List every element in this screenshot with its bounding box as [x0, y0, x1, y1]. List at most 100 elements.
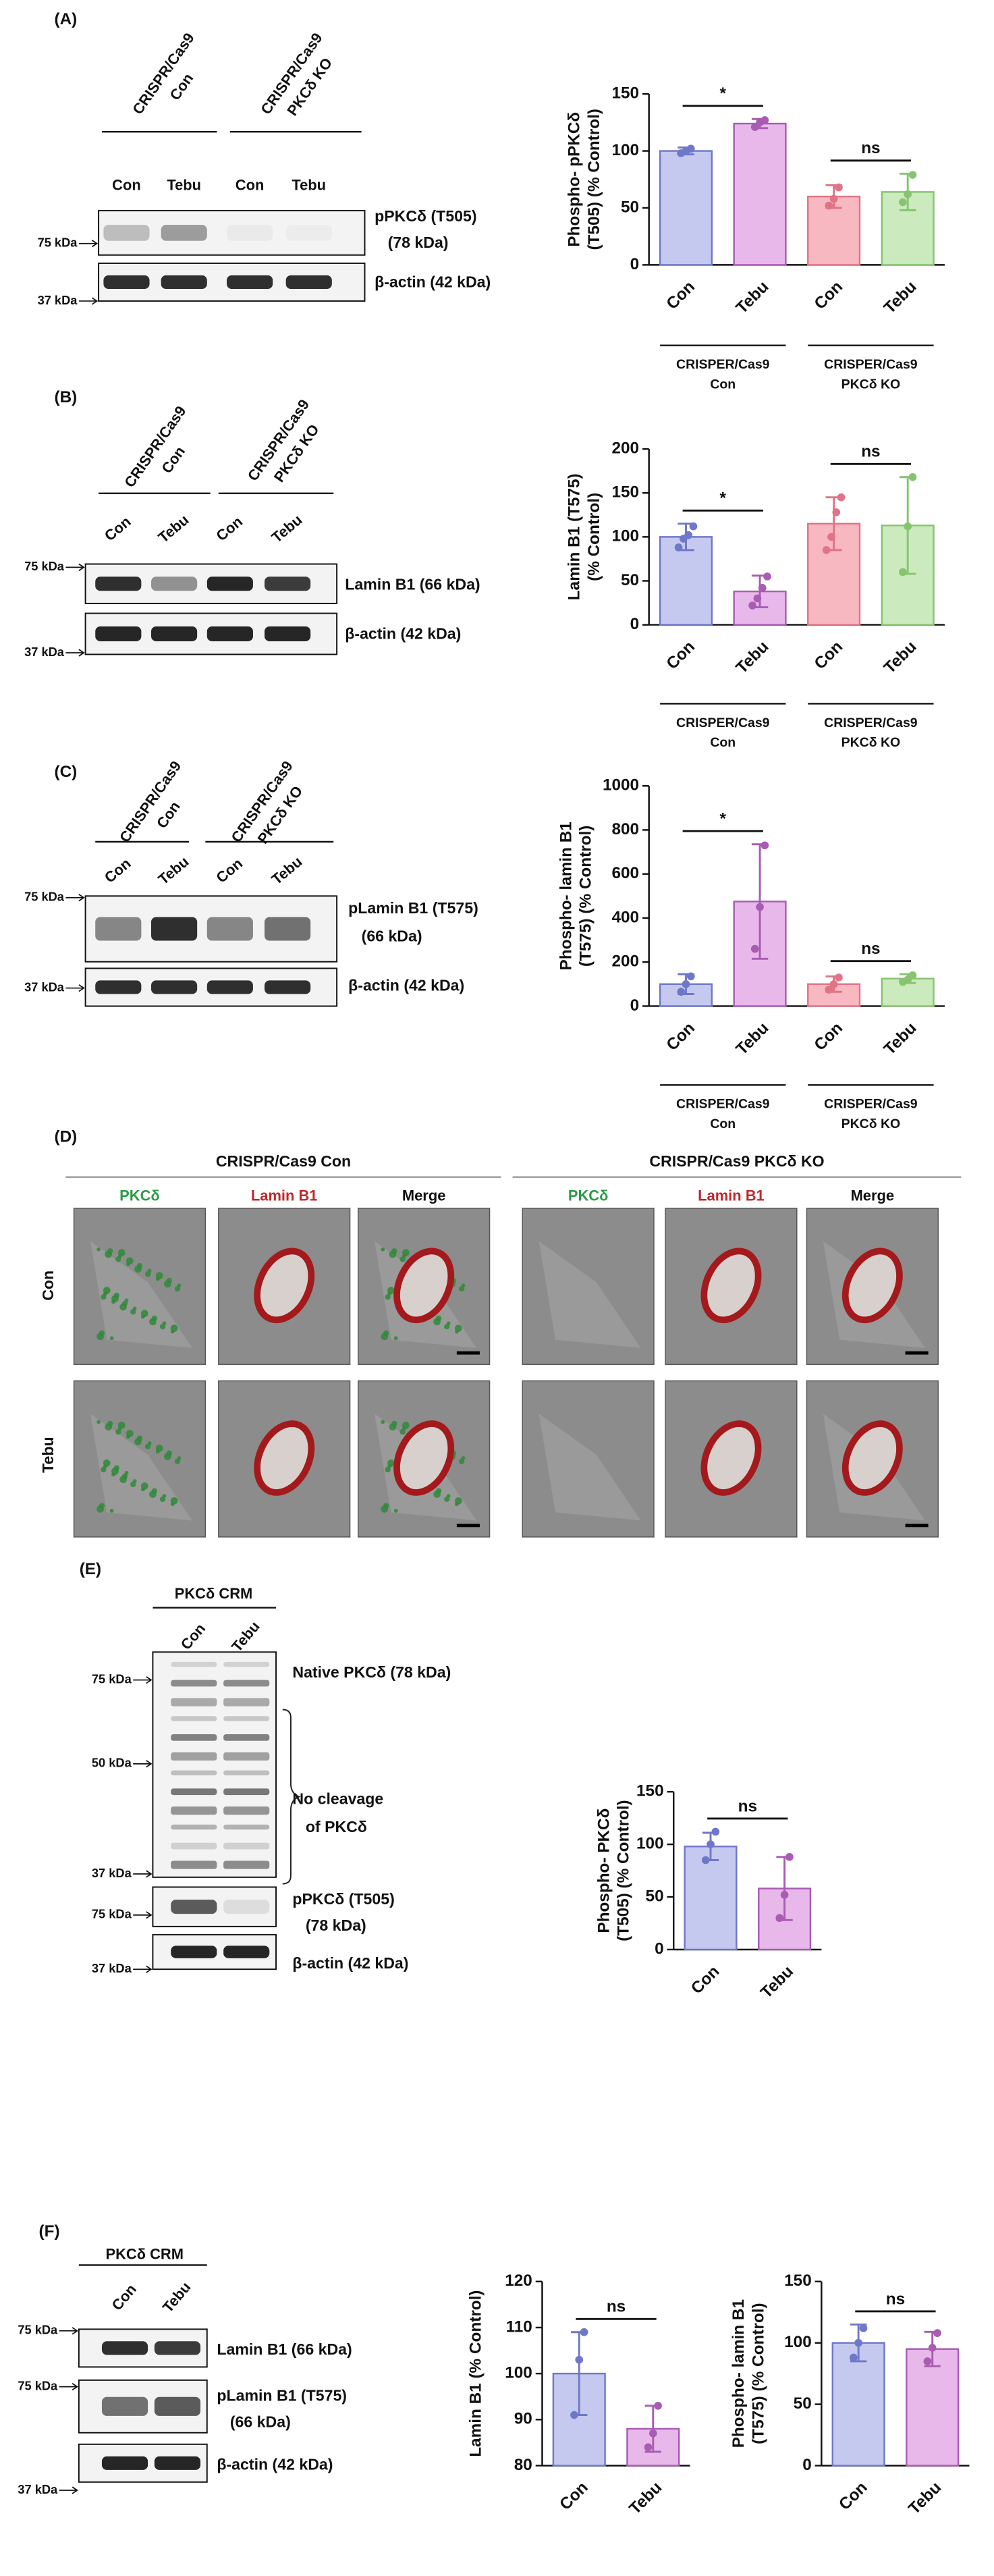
pkc-signal [113, 1292, 120, 1299]
pkc-signal [391, 1248, 397, 1254]
x-tick-label: Con [811, 1019, 847, 1054]
blot-label: (78 kDa) [306, 1916, 366, 1934]
lane-label: Tebu [167, 176, 201, 193]
pkc-signal [155, 1272, 163, 1280]
group-label: PKCδ KO [841, 1117, 901, 1131]
y-axis-label: Phospho- lamin B1 [557, 822, 575, 970]
pkc-signal [140, 1310, 148, 1318]
lane-label: Con [112, 176, 141, 193]
data-point [904, 522, 912, 531]
channel-label: Lamin B1 [251, 1187, 318, 1204]
pkc-signal [461, 1283, 466, 1288]
pkc-signal [166, 1277, 172, 1284]
lane-label: Tebu [159, 2279, 194, 2316]
band [171, 1716, 217, 1721]
nucleus [841, 1247, 903, 1324]
band [223, 1900, 270, 1914]
blot-label: of PKCδ [306, 1818, 367, 1835]
pkc-signal [461, 1456, 466, 1460]
pkc-signal [177, 1456, 182, 1460]
mw-marker: 75 kDa [92, 1672, 132, 1686]
row-label: Con [39, 1270, 57, 1301]
data-point [761, 841, 769, 850]
panel-label: (D) [54, 1128, 77, 1146]
significance-label: ns [861, 443, 880, 461]
pkc-signal [435, 1315, 442, 1322]
pkc-signal [99, 1503, 105, 1509]
group-label: CRISPER/Cas9 [824, 1097, 918, 1112]
significance-label: ns [886, 2290, 905, 2308]
y-tick-label: 50 [646, 1887, 664, 1905]
data-point [908, 971, 917, 980]
y-tick-label: 100 [612, 141, 640, 159]
panel-label: (E) [80, 1560, 101, 1578]
data-point [711, 1827, 720, 1836]
data-point [686, 144, 695, 153]
band [171, 1788, 217, 1796]
mw-marker: 37 kDa [24, 980, 65, 994]
pkc-signal [170, 1497, 178, 1505]
band [171, 1946, 217, 1958]
band [223, 1661, 270, 1667]
pkc-signal [391, 1420, 397, 1427]
data-point [825, 986, 833, 994]
y-axis-label: (T575) (% Control) [577, 826, 595, 967]
channel-label: Merge [402, 1187, 446, 1204]
data-point [677, 988, 686, 996]
data-point [899, 568, 907, 576]
channel-label: Merge [851, 1187, 895, 1204]
pkc-signal [393, 1508, 398, 1513]
data-point [829, 194, 838, 203]
band [101, 2456, 148, 2470]
data-point [835, 973, 843, 982]
group-label: Con [710, 1117, 736, 1131]
significance-label: * [720, 489, 727, 508]
mw-marker: 37 kDa [24, 645, 65, 659]
band [223, 1698, 270, 1707]
pkc-signal [107, 1420, 113, 1427]
row-label: Tebu [39, 1437, 57, 1473]
data-point [827, 533, 835, 541]
y-tick-label: 90 [514, 2410, 532, 2428]
marker-arrow [133, 1911, 153, 1919]
blot-label: Lamin B1 (66 kDa) [345, 575, 480, 593]
band [101, 2396, 148, 2416]
pkc-signal [381, 1247, 385, 1252]
data-point [580, 2328, 588, 2336]
nucleus [700, 1247, 762, 1324]
marker-arrow [59, 2327, 78, 2335]
mw-marker: 75 kDa [24, 890, 65, 904]
data-point [684, 531, 692, 539]
marker-arrow [78, 297, 99, 305]
marker-arrow [65, 563, 85, 571]
pkc-signal [126, 1257, 134, 1265]
significance-label: ns [738, 1797, 757, 1815]
pkc-signal [162, 1494, 167, 1498]
y-tick-label: 0 [630, 615, 640, 633]
data-point [822, 546, 831, 554]
x-tick-label: Con [663, 1019, 698, 1054]
pkc-signal [132, 1306, 137, 1311]
band [223, 1680, 270, 1687]
blot-label: (78 kDa) [388, 234, 449, 251]
x-tick-label: Tebu [881, 277, 920, 317]
band [223, 1734, 270, 1741]
data-point [756, 903, 764, 911]
x-tick-label: Con [663, 277, 698, 313]
nucleus [700, 1420, 762, 1496]
pkc-signal [454, 1497, 462, 1505]
y-tick-label: 100 [612, 527, 640, 545]
band [150, 626, 198, 641]
y-tick-label: 200 [612, 439, 640, 458]
bar [659, 150, 713, 266]
pkc-signal [155, 1445, 163, 1452]
panel-label: (F) [39, 2222, 60, 2240]
y-tick-label: 400 [612, 908, 640, 926]
x-tick-label: Con [811, 638, 847, 674]
pkc-signal [454, 1324, 462, 1333]
pkc-signal [177, 1283, 182, 1288]
panel-label: (A) [54, 10, 77, 28]
lane-label: Con [213, 513, 246, 545]
marker-arrow [65, 649, 85, 657]
